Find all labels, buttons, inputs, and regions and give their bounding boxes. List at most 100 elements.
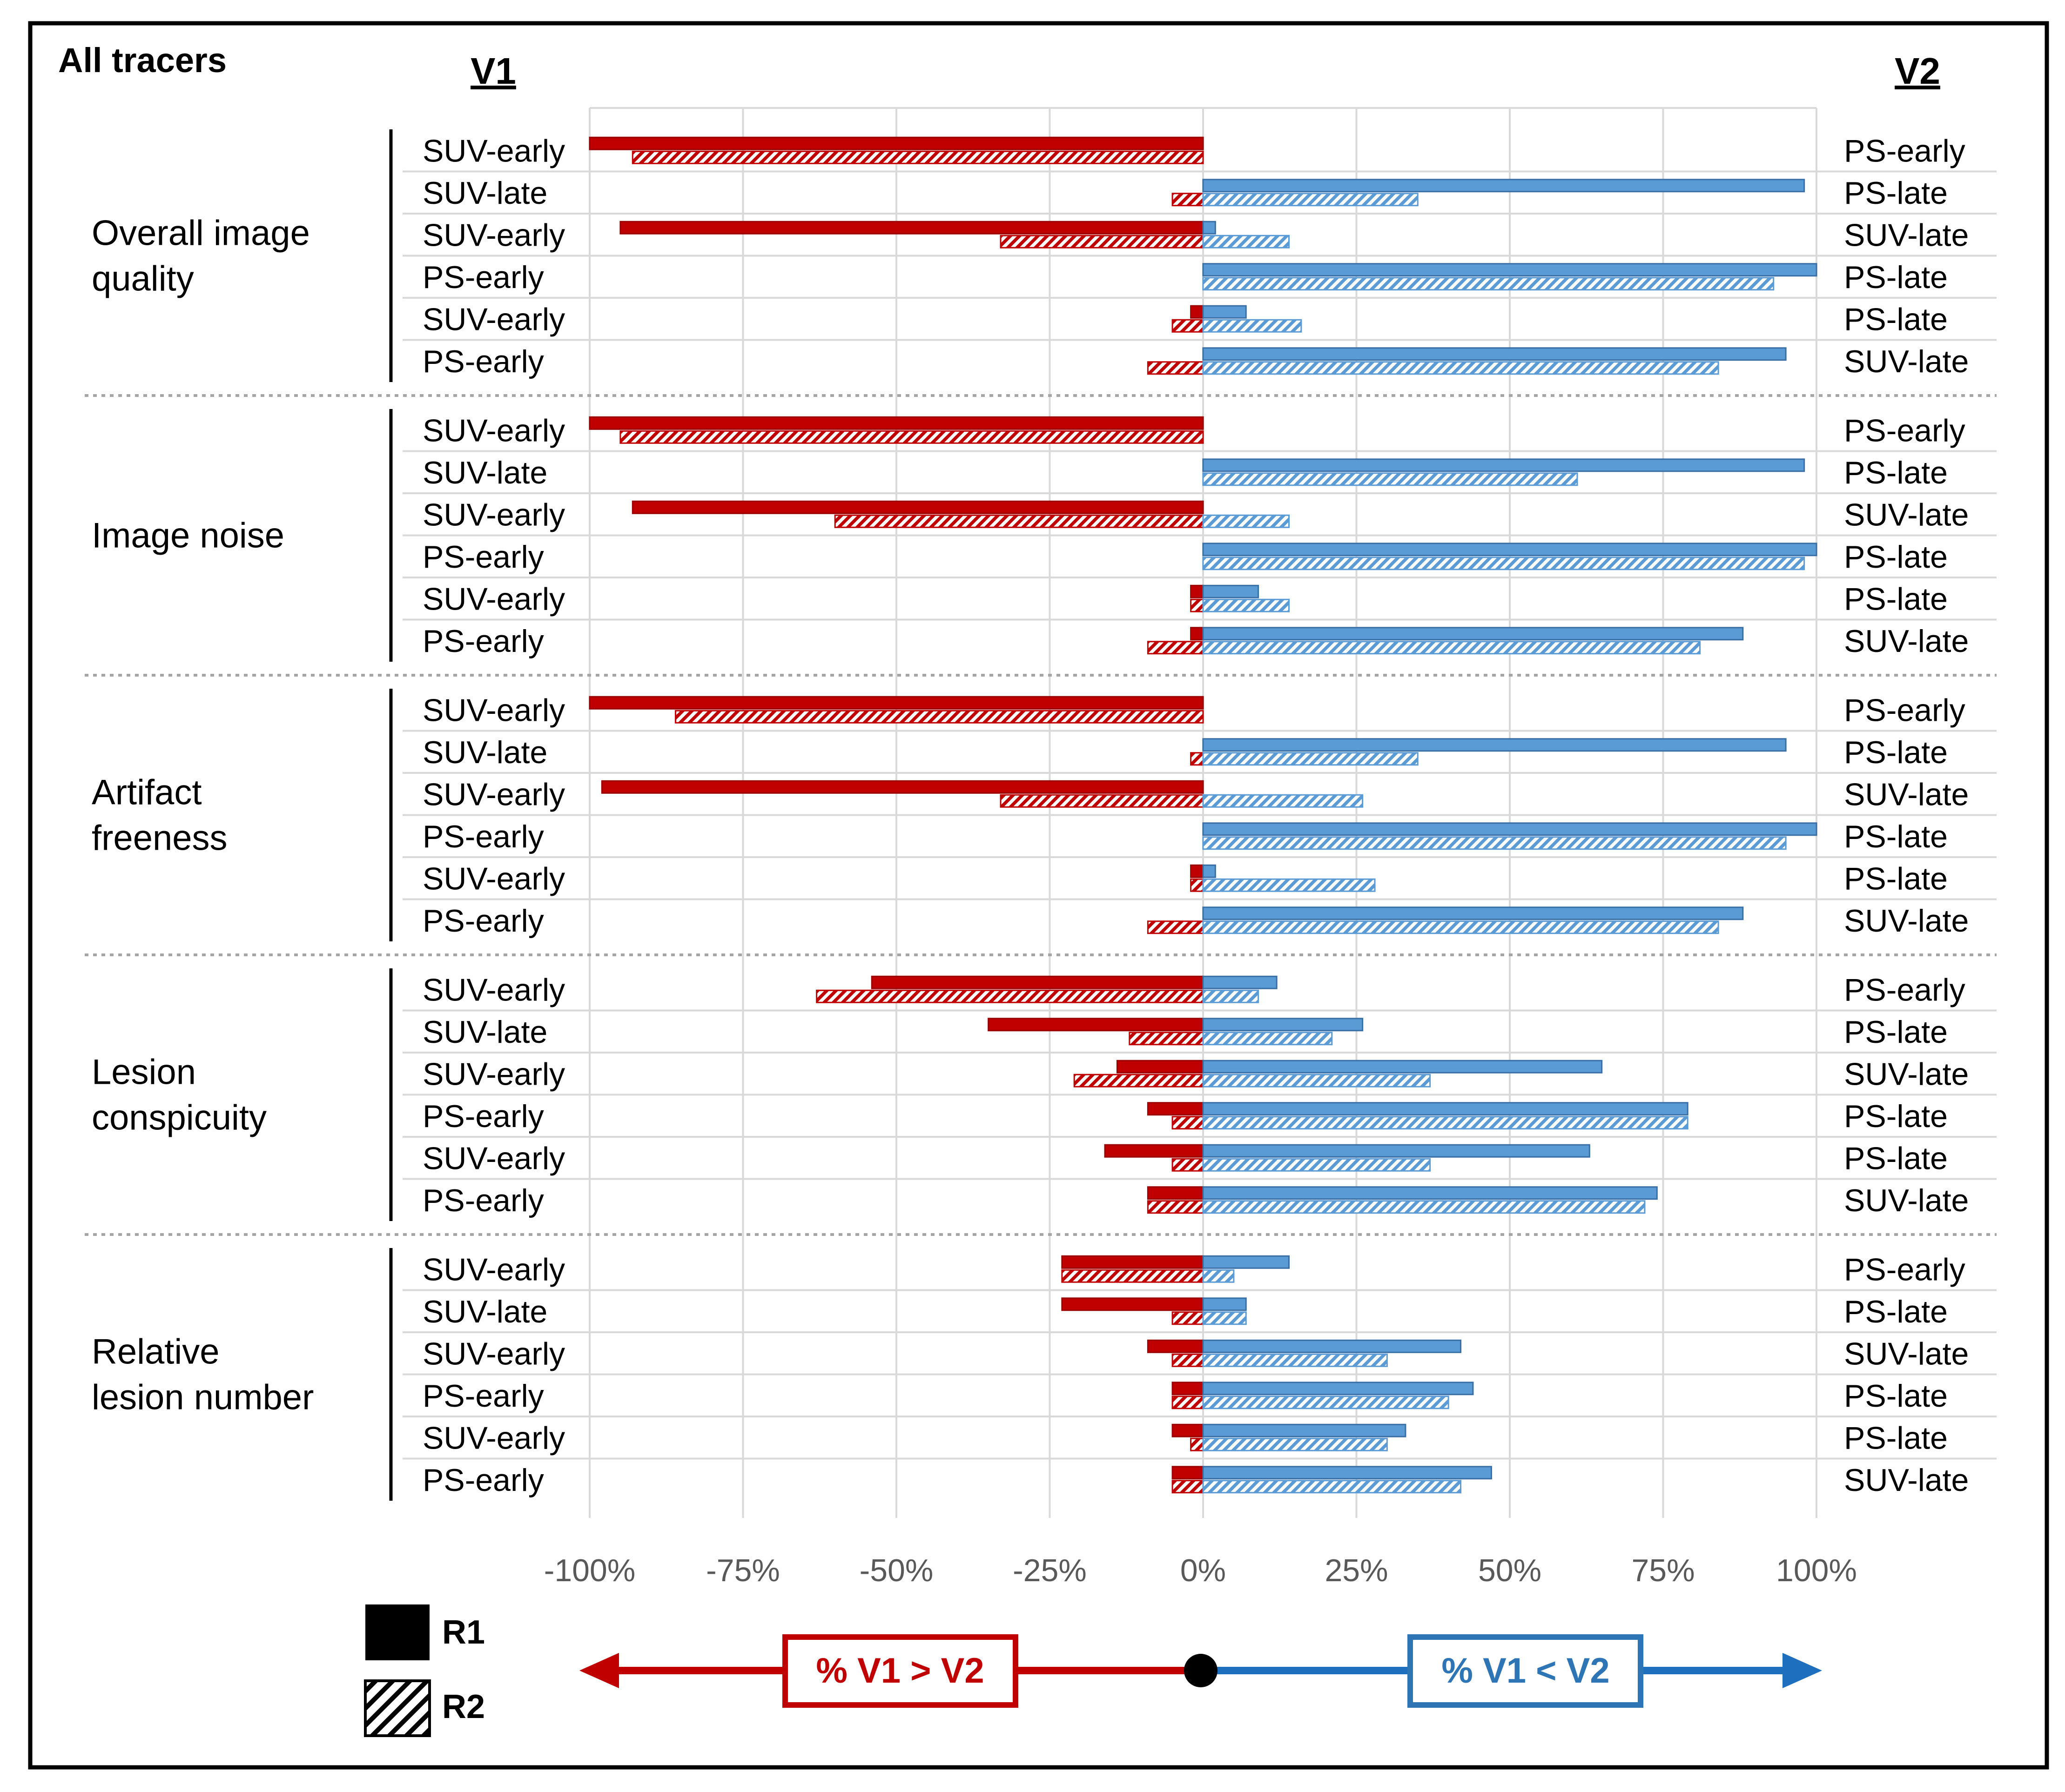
v2-row-label: PS-late [1844, 861, 1948, 896]
v2-row-label: SUV-late [1844, 344, 1969, 379]
r2-negative-bar [1147, 920, 1204, 934]
r2-negative-bar [1061, 1269, 1204, 1283]
v2-row-label: PS-late [1844, 1420, 1948, 1456]
r1-negative-bar [1190, 305, 1204, 319]
v1-row-label: PS-early [423, 539, 544, 575]
r2-negative-bar [1190, 752, 1204, 766]
r1-negative-bar [1190, 864, 1204, 878]
r1-negative-bar [1171, 1382, 1204, 1396]
r2-negative-bar [1171, 1396, 1204, 1409]
r2-positive-bar [1202, 472, 1578, 486]
r1-positive-bar [1202, 584, 1259, 598]
legend-r2-label: R2 [442, 1688, 485, 1725]
group-label: Overall image [92, 214, 310, 253]
left-label-box [782, 1634, 1018, 1708]
v1-row-label: SUV-early [423, 581, 565, 617]
x-tick-label: 0% [1180, 1553, 1226, 1588]
v2-row-label: SUV-late [1844, 777, 1969, 812]
r2-positive-bar [1202, 361, 1719, 375]
row-separators [85, 170, 1997, 1460]
left-label-text: % V1 > V2 [816, 1651, 984, 1691]
r2-negative-bar [1171, 1353, 1204, 1367]
r2-positive-bar [1202, 1116, 1688, 1130]
v1-row-label: PS-early [423, 344, 544, 379]
r1-positive-bar [1202, 347, 1787, 361]
r1-negative-bar [1061, 1255, 1204, 1269]
v2-row-label: SUV-late [1844, 497, 1969, 532]
v2-row-label: PS-late [1844, 581, 1948, 617]
r2-negative-bar [675, 710, 1204, 724]
v1-row-label: SUV-late [423, 175, 547, 211]
r1-positive-bar [1202, 458, 1805, 472]
r2-negative-bar [1129, 1032, 1204, 1046]
v2-row-label: PS-late [1844, 1294, 1948, 1329]
r1-positive-bar [1202, 1255, 1290, 1269]
r1-positive-bar [1202, 864, 1216, 878]
r2-positive-bar [1202, 1032, 1333, 1046]
r1-positive-bar [1202, 627, 1744, 641]
r2-positive-bar [1202, 989, 1259, 1003]
r2-positive-bar [1202, 836, 1787, 850]
x-axis-ticks: -100% -75% -50% -25% 0% 25% 50% 75% 100% [544, 1553, 1857, 1588]
r1-positive-bar [1202, 1466, 1492, 1480]
r2-positive-bar [1202, 1074, 1431, 1087]
r2-positive-bar [1202, 1480, 1462, 1494]
r1-negative-bar [1061, 1297, 1204, 1311]
r2-positive-bar [1202, 920, 1719, 934]
r1-positive-bar [1202, 1339, 1462, 1353]
r2-negative-bar [1190, 598, 1204, 612]
r2-positive-bar [1202, 794, 1364, 808]
group-label: lesion number [92, 1378, 314, 1417]
v1-row-label: SUV-early [423, 777, 565, 812]
v1-row-label: PS-early [423, 1463, 544, 1498]
r1-positive-bar [1202, 221, 1216, 235]
r1-negative-bar [589, 696, 1204, 710]
r2-positive-bar [1202, 557, 1805, 570]
r1-negative-bar [1147, 1186, 1204, 1200]
v1-row-label: PS-early [423, 1099, 544, 1134]
r1-positive-bar [1202, 1060, 1603, 1074]
r2-positive-bar [1202, 1353, 1388, 1367]
x-tick-label: -75% [706, 1553, 780, 1588]
r1-negative-bar [589, 136, 1204, 150]
legend-r2-swatch [364, 1679, 431, 1737]
v1-row-label: PS-early [423, 1378, 544, 1414]
v2-row-label: PS-early [1844, 1252, 1965, 1287]
r1-positive-bar [1202, 1018, 1364, 1032]
v1-row-label: SUV-early [423, 692, 565, 728]
v1-row-label: SUV-late [423, 455, 547, 490]
group-label: Relative [92, 1332, 220, 1372]
r1-negative-bar [632, 500, 1204, 514]
v2-row-label: PS-early [1844, 413, 1965, 448]
r2-negative-bar [816, 989, 1204, 1003]
r1-positive-bar [1202, 822, 1817, 836]
group-label: Lesion [92, 1053, 196, 1092]
v1-row-label: SUV-early [423, 133, 565, 168]
r2-negative-bar [1171, 1116, 1204, 1130]
r1-negative-bar [1190, 584, 1204, 598]
r2-positive-bar [1202, 514, 1290, 528]
r1-negative-bar [1104, 1144, 1204, 1158]
x-tick-label: -100% [544, 1553, 636, 1588]
right-label-box [1407, 1634, 1643, 1708]
v1-row-label: SUV-late [423, 1014, 547, 1050]
v2-row-label: PS-late [1844, 175, 1948, 211]
r1-negative-bar [601, 780, 1204, 794]
r1-negative-bar [619, 221, 1204, 235]
v1-row-label: PS-early [423, 624, 544, 659]
r1-positive-bar [1202, 738, 1787, 752]
v2-row-label: SUV-late [1844, 1336, 1969, 1371]
v2-row-label: PS-early [1844, 133, 1965, 168]
v2-row-label: PS-late [1844, 455, 1948, 490]
r2-negative-bar [632, 150, 1204, 164]
x-tick-label: -50% [860, 1553, 934, 1588]
r1-positive-bar [1202, 543, 1817, 557]
r1-positive-bar [1202, 305, 1247, 319]
r2-negative-bar [1171, 193, 1204, 207]
r1-positive-bar [1202, 906, 1744, 920]
v2-row-label: PS-early [1844, 692, 1965, 728]
r2-negative-bar [1171, 1158, 1204, 1172]
v2-row-label: SUV-late [1844, 1056, 1969, 1092]
r2-positive-bar [1202, 598, 1290, 612]
